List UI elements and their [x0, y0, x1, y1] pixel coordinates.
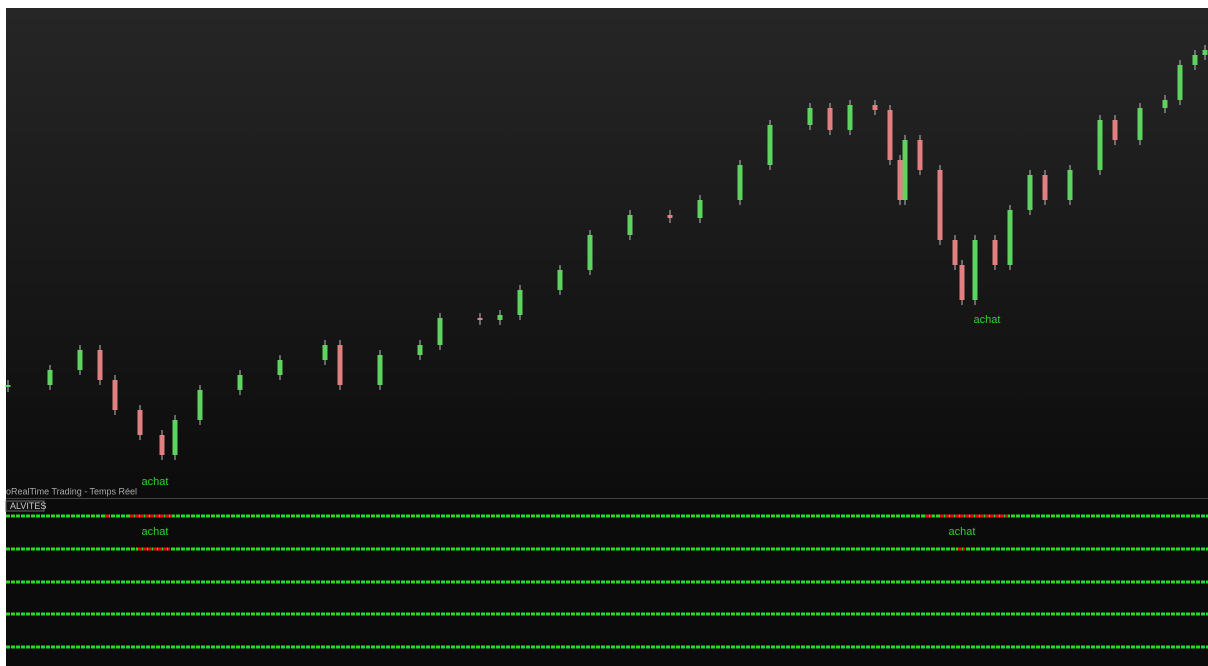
candle [627, 215, 633, 235]
candle [667, 215, 673, 218]
candle [767, 125, 773, 165]
panel-title: ALVITES [10, 501, 46, 511]
panel-title-box [5, 500, 45, 512]
price-pane [6, 8, 1208, 498]
candle [337, 345, 343, 385]
candle [952, 240, 958, 265]
candle [517, 290, 523, 315]
candle [1137, 108, 1143, 140]
candle [847, 105, 853, 130]
candle [972, 240, 978, 300]
annotation: achat [142, 476, 169, 488]
candle [377, 355, 383, 385]
candle [1112, 120, 1118, 140]
candle [937, 170, 943, 240]
candle [1192, 55, 1198, 65]
candle [137, 410, 143, 435]
candle [992, 240, 998, 265]
candle [159, 435, 165, 455]
candle [197, 390, 203, 420]
candle [887, 110, 893, 160]
candle [417, 345, 423, 355]
candle [1007, 210, 1013, 265]
candle [277, 360, 283, 375]
candle [1067, 170, 1073, 200]
candle [1202, 50, 1208, 55]
candle [237, 375, 243, 390]
candle [1177, 65, 1183, 100]
candle [47, 370, 53, 385]
signal-label: achat [142, 526, 169, 538]
candle [172, 420, 178, 455]
candle [807, 108, 813, 125]
candle [897, 160, 903, 200]
candle [322, 345, 328, 360]
candle [872, 105, 878, 110]
candle [112, 380, 118, 410]
candle [437, 318, 443, 345]
candle [1042, 175, 1048, 200]
candle [959, 265, 965, 300]
candle [827, 108, 833, 130]
signal-label: achat [949, 526, 976, 538]
status-label: oRealTime Trading - Temps Réel [6, 486, 137, 496]
candle [5, 385, 11, 387]
candle [737, 165, 743, 200]
candle [497, 315, 503, 320]
candle [77, 350, 83, 370]
annotation: achat [974, 314, 1001, 326]
candle [902, 140, 908, 200]
candle [697, 200, 703, 218]
candle [97, 350, 103, 380]
candle [1162, 100, 1168, 108]
candle [917, 140, 923, 170]
candle [1027, 175, 1033, 210]
candle [477, 318, 483, 320]
candle [587, 235, 593, 270]
candle [1097, 120, 1103, 170]
candle [557, 270, 563, 290]
